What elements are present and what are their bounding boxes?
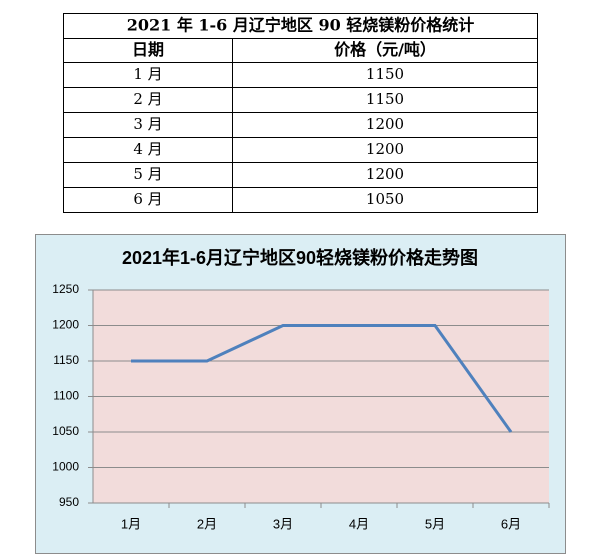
table-cell: 3 月: [133, 115, 162, 133]
table-cell: 1150: [366, 90, 404, 108]
table-cell: 1050: [366, 190, 404, 208]
table-cell: 1200: [366, 140, 404, 158]
table-cell: 5 月: [133, 165, 162, 183]
y-tick-label: 1200: [52, 318, 79, 332]
y-tick-label: 1250: [52, 282, 79, 296]
y-tick-label: 1000: [52, 460, 79, 474]
line-series: [131, 324, 513, 433]
table-cell: 1200: [366, 165, 404, 183]
table-header: 价格（元/吨）: [334, 40, 436, 59]
x-tick-label: 1月: [121, 516, 141, 531]
x-tick-label: 5月: [425, 516, 445, 531]
table-cell: 4 月: [133, 140, 162, 158]
y-tick-label: 950: [59, 495, 79, 509]
table-title: 2021 年 1-6 月辽宁地区 90 轻烧镁粉价格统计: [127, 16, 475, 35]
y-tick-label: 1100: [53, 389, 79, 403]
y-tick-label: 1150: [53, 353, 79, 367]
table-cell: 2 月: [133, 90, 162, 108]
x-tick-label: 4月: [349, 516, 369, 531]
x-tick-label: 3月: [273, 516, 293, 531]
table-cell: 6 月: [133, 190, 162, 208]
table-cell: 1200: [366, 115, 404, 133]
table-header: 日期: [132, 40, 164, 59]
table-cell: 1150: [366, 65, 404, 83]
x-tick-label: 6月: [501, 516, 521, 531]
chart-title: 2021年1-6月辽宁地区90轻烧镁粉价格走势图: [122, 247, 478, 268]
y-tick-label: 1050: [52, 424, 79, 438]
x-tick-label: 2月: [197, 516, 217, 531]
table-cell: 1 月: [133, 65, 162, 83]
